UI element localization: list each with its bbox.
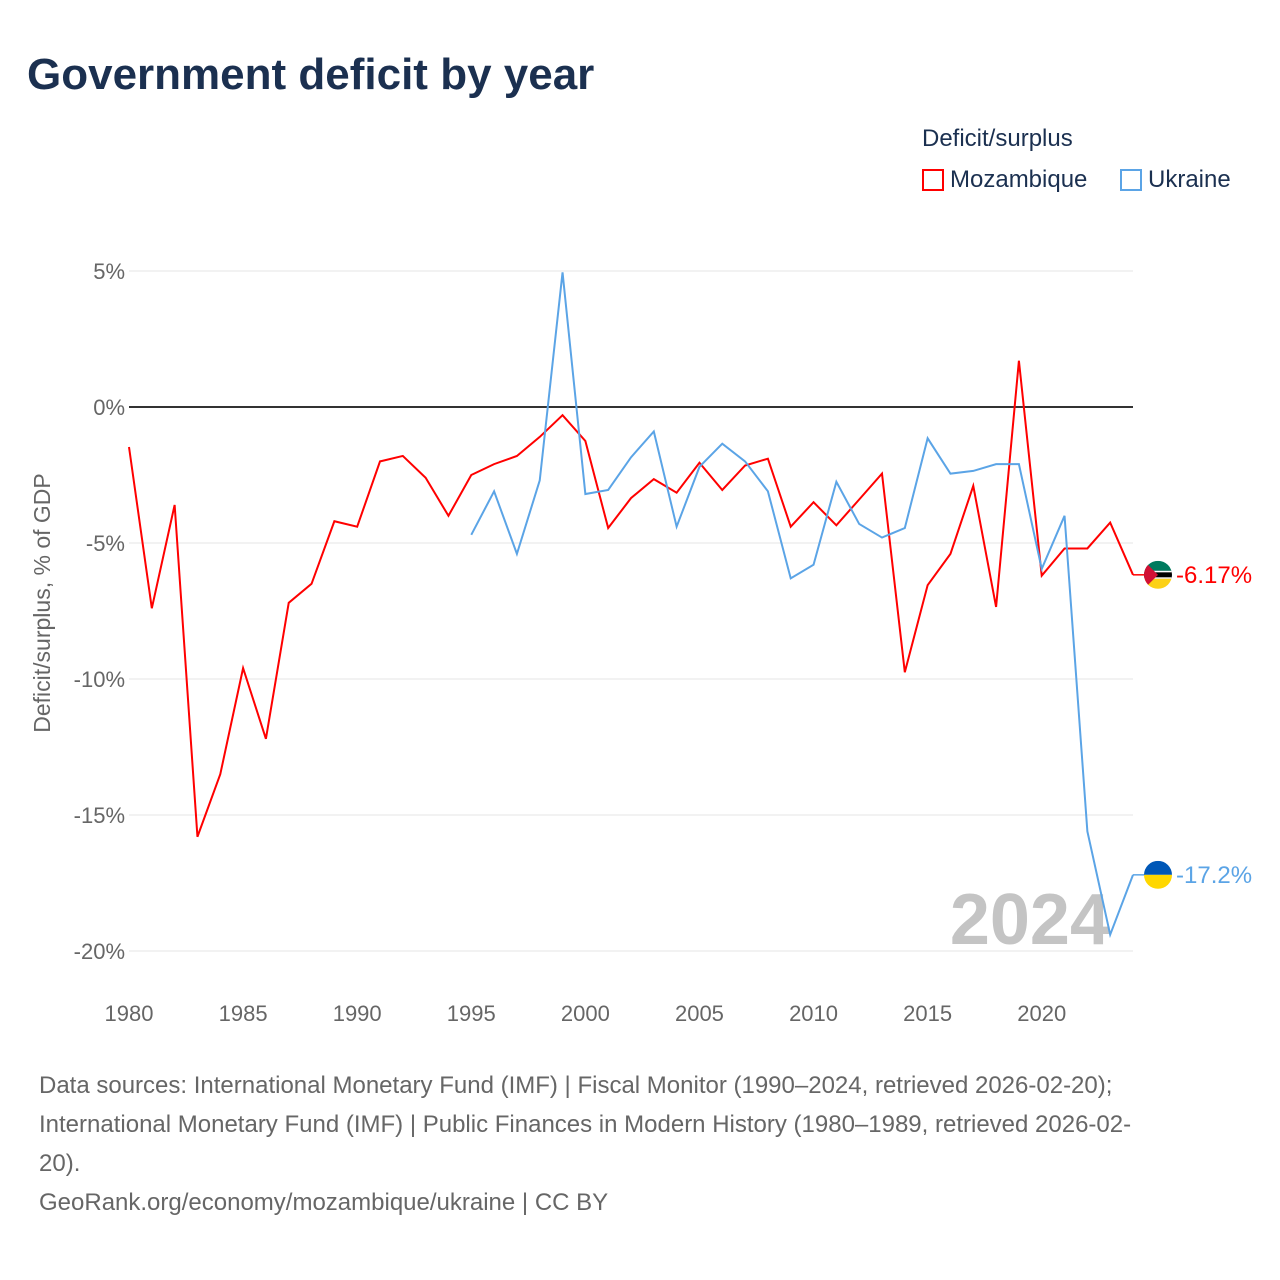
x-tick-label: 2020 xyxy=(1017,1001,1066,1026)
source-line-3: 20). xyxy=(39,1150,81,1177)
legend-item-mozambique[interactable]: Mozambique xyxy=(922,166,1087,194)
source-line-2: International Monetary Fund (IMF) | Publ… xyxy=(39,1111,1132,1138)
x-tick-label: 2000 xyxy=(561,1001,610,1026)
ukraine-flag-icon xyxy=(1144,860,1172,889)
source-line-1: Data sources: International Monetary Fun… xyxy=(39,1072,1113,1099)
chart-title: Government deficit by year xyxy=(27,50,595,99)
y-tick-label: -10% xyxy=(74,667,125,692)
x-tick-label: 1995 xyxy=(447,1001,496,1026)
y-tick-label: 0% xyxy=(93,395,125,420)
y-tick-label: -15% xyxy=(74,803,125,828)
legend-swatch xyxy=(1120,169,1142,191)
legend-label: Ukraine xyxy=(1148,166,1231,193)
watermark-year: 2024 xyxy=(950,880,1110,960)
legend-label: Mozambique xyxy=(950,166,1088,193)
x-tick-label: 2005 xyxy=(675,1001,724,1026)
x-tick-label: 2015 xyxy=(903,1001,952,1026)
x-tick-label: 2010 xyxy=(789,1001,838,1026)
legend-swatch xyxy=(922,169,944,191)
line-chart: 5% 0% -5% -10% -15% -20% 1980 1985 1990 1995 2000 2… xyxy=(29,259,1252,1026)
series-line-ukraine xyxy=(470,272,1134,939)
x-tick-label: 1990 xyxy=(333,1001,382,1026)
y-tick-label: -20% xyxy=(74,939,125,964)
x-tick-label: 1980 xyxy=(105,1001,154,1026)
end-value-label: -17.2% xyxy=(1176,862,1252,889)
y-tick-label: 5% xyxy=(93,259,125,284)
y-tick-label: -5% xyxy=(86,531,125,556)
legend-title: Deficit/surplus xyxy=(922,125,1073,152)
mozambique-flag-icon xyxy=(1144,560,1172,589)
end-value-label: -6.17% xyxy=(1176,562,1252,589)
legend-item-ukraine[interactable]: Ukraine xyxy=(1120,166,1231,194)
y-axis-label: Deficit/surplus, % of GDP xyxy=(29,473,55,732)
series-line-mozambique xyxy=(128,360,1134,838)
source-link[interactable]: GeoRank.org/economy/mozambique/ukraine |… xyxy=(39,1189,609,1216)
x-tick-label: 1985 xyxy=(219,1001,268,1026)
